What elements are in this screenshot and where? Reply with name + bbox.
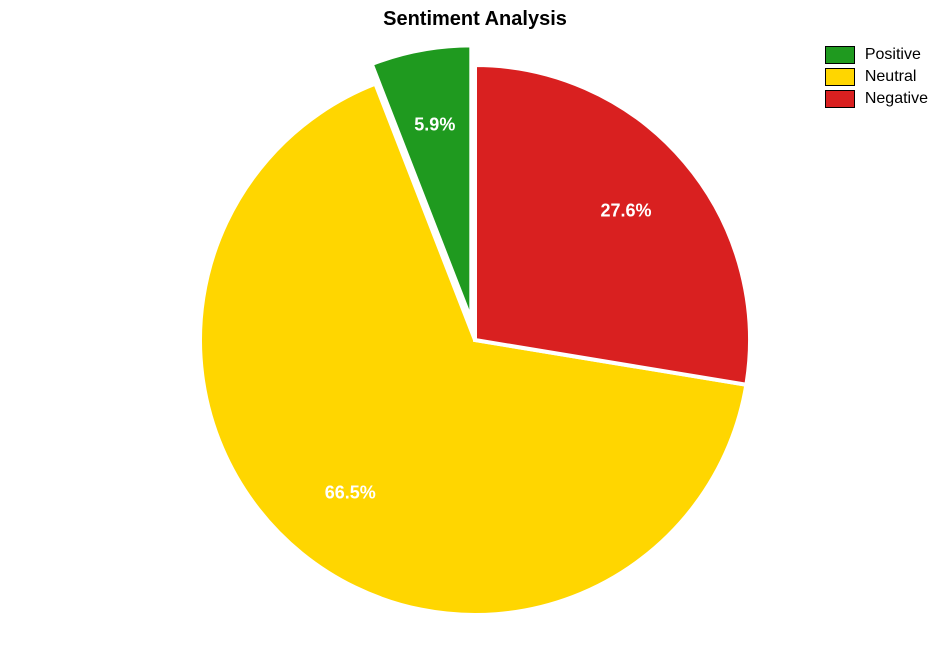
legend-swatch-negative: [825, 90, 855, 108]
legend-label-negative: Negative: [865, 90, 928, 108]
pie-label-positive: 5.9%: [414, 114, 455, 134]
legend-item-neutral: Neutral: [825, 68, 928, 86]
pie-label-negative: 27.6%: [600, 201, 651, 221]
pie-slice-negative: [475, 65, 750, 385]
pie-chart: 5.9% 66.5% 27.6%: [0, 0, 950, 662]
pie-label-neutral: 66.5%: [325, 482, 376, 502]
legend-swatch-positive: [825, 46, 855, 64]
legend-item-negative: Negative: [825, 90, 928, 108]
legend: Positive Neutral Negative: [825, 46, 928, 112]
legend-item-positive: Positive: [825, 46, 928, 64]
legend-label-positive: Positive: [865, 46, 921, 64]
legend-label-neutral: Neutral: [865, 68, 917, 86]
legend-swatch-neutral: [825, 68, 855, 86]
